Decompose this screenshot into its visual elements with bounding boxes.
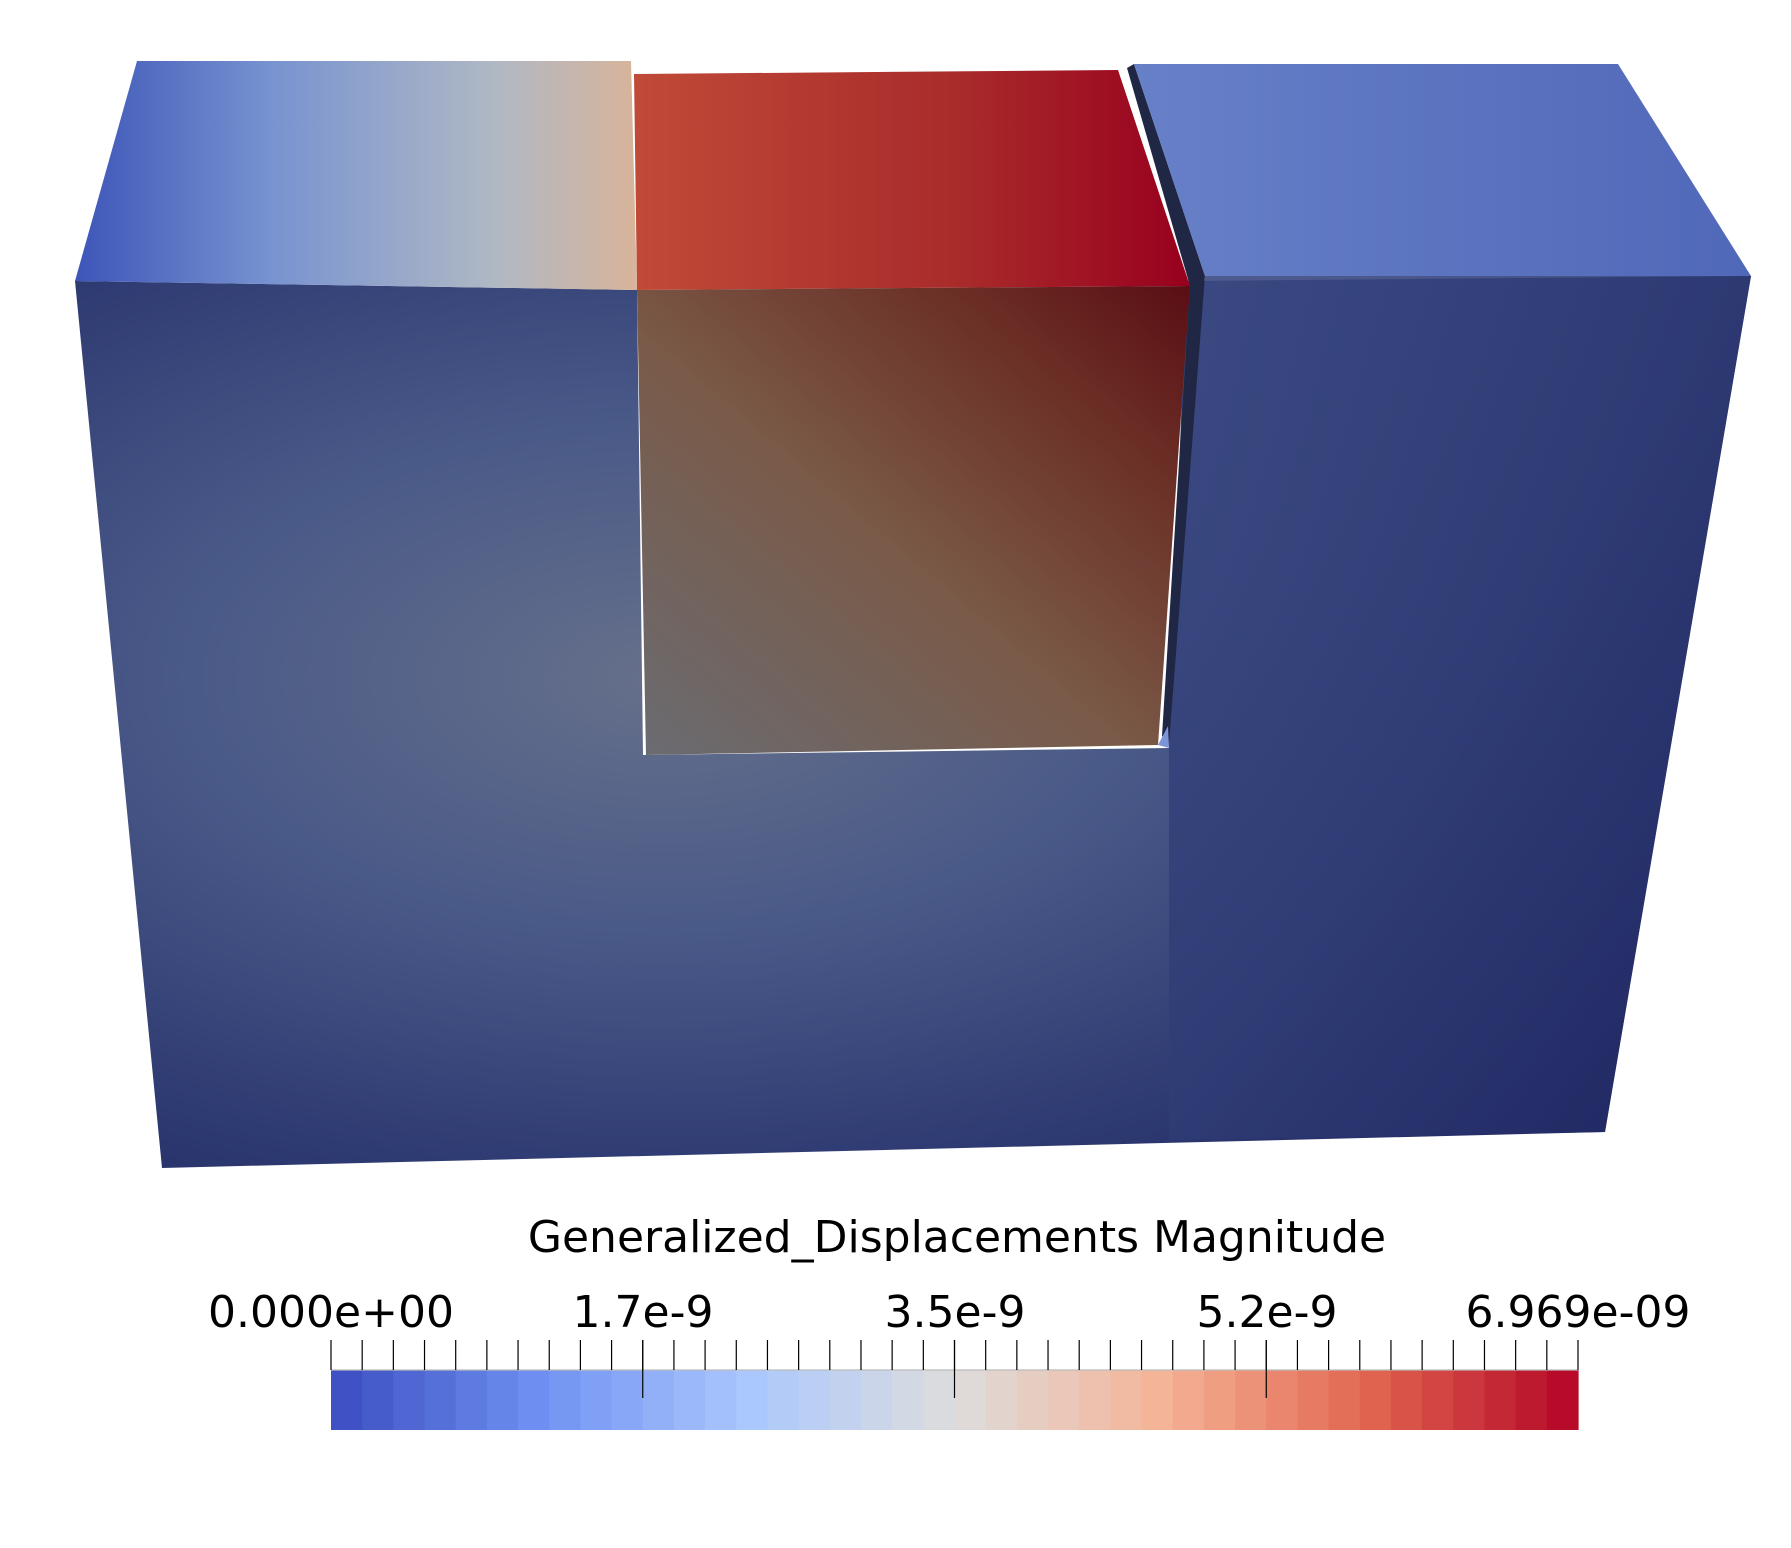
colorbar-segment bbox=[767, 1370, 800, 1430]
color-legend: Generalized_Displacements Magnitude 0.00… bbox=[208, 1212, 1690, 1430]
tick-label-2: 3.5e-9 bbox=[885, 1287, 1026, 1338]
model-geometry bbox=[75, 61, 1751, 1168]
left-block-top bbox=[75, 61, 637, 290]
colorbar-segment bbox=[486, 1370, 519, 1430]
colorbar-segment bbox=[985, 1370, 1018, 1430]
colorbar-segment bbox=[1328, 1370, 1361, 1430]
colorbar-ticks bbox=[330, 1340, 1579, 1398]
colorbar-segment bbox=[829, 1370, 862, 1430]
colorbar-segment bbox=[892, 1370, 924, 1430]
colorbar-segment bbox=[673, 1370, 706, 1430]
colorbar-segment bbox=[798, 1370, 831, 1430]
colorbar-segment bbox=[1203, 1370, 1236, 1430]
colorbar-segment bbox=[1141, 1370, 1174, 1430]
colorbar-segment bbox=[1515, 1370, 1548, 1430]
colorbar-segment bbox=[736, 1370, 769, 1430]
right-block-front bbox=[1169, 276, 1751, 1140]
tick-label-min: 0.000e+00 bbox=[208, 1287, 454, 1338]
colorbar-segment bbox=[1110, 1370, 1143, 1430]
gap-shadow bbox=[1127, 64, 1205, 746]
colorbar-segment bbox=[580, 1370, 613, 1430]
colorbar-segment bbox=[1016, 1370, 1049, 1430]
colorbar-segment bbox=[705, 1370, 737, 1430]
colorbar-segment bbox=[362, 1370, 394, 1430]
colorbar-segment bbox=[860, 1370, 893, 1430]
colorbar-segment bbox=[331, 1370, 363, 1430]
colorbar-segment bbox=[424, 1370, 457, 1430]
legend-tick-labels: 0.000e+00 1.7e-9 3.5e-9 5.2e-9 6.969e-09 bbox=[208, 1287, 1690, 1338]
colorbar-segment bbox=[518, 1370, 550, 1430]
colorbar-segment bbox=[1235, 1370, 1267, 1430]
colorbar-segment bbox=[1266, 1370, 1299, 1430]
gap-highlight bbox=[1158, 726, 1169, 748]
colorbar-segment bbox=[1546, 1370, 1579, 1430]
legend-title: Generalized_Displacements Magnitude bbox=[528, 1212, 1386, 1263]
colorbar-segment bbox=[611, 1370, 644, 1430]
colorbar-segment bbox=[1297, 1370, 1330, 1430]
colorbar-segment bbox=[1359, 1370, 1392, 1430]
colorbar-segment bbox=[1172, 1370, 1205, 1430]
center-block-front bbox=[637, 286, 1190, 755]
tick-label-max: 6.969e-09 bbox=[1466, 1287, 1691, 1338]
right-block-top bbox=[1134, 64, 1751, 276]
tick-label-3: 5.2e-9 bbox=[1197, 1287, 1338, 1338]
colorbar-segment bbox=[549, 1370, 582, 1430]
colorbar-segment bbox=[954, 1370, 987, 1430]
colorbar-segment bbox=[1079, 1370, 1111, 1430]
colorbar-segment bbox=[393, 1370, 426, 1430]
center-block-top bbox=[634, 70, 1190, 290]
colorbar-segment bbox=[1390, 1370, 1423, 1430]
colorbar-segment bbox=[923, 1370, 956, 1430]
colorbar-segment bbox=[1422, 1370, 1454, 1430]
tick-label-1: 1.7e-9 bbox=[573, 1287, 714, 1338]
colorbar-gradient bbox=[331, 1370, 1579, 1430]
colorbar-segment bbox=[1048, 1370, 1080, 1430]
colorbar-segment bbox=[1453, 1370, 1486, 1430]
colorbar-segment bbox=[455, 1370, 488, 1430]
colorbar-segment bbox=[642, 1370, 675, 1430]
colorbar-segment bbox=[1484, 1370, 1517, 1430]
